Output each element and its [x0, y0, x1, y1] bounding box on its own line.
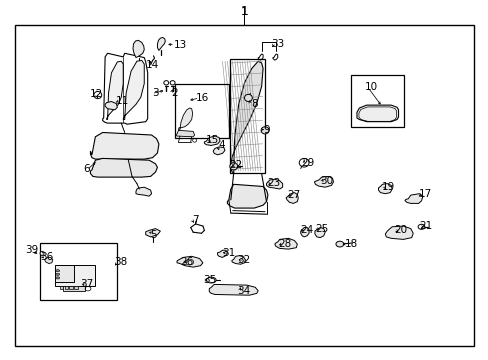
- Polygon shape: [40, 251, 44, 256]
- Polygon shape: [274, 238, 297, 249]
- Polygon shape: [231, 256, 245, 264]
- Text: 21: 21: [418, 221, 431, 231]
- Text: 7: 7: [192, 215, 199, 225]
- Ellipse shape: [56, 277, 60, 279]
- Text: 1: 1: [241, 6, 247, 17]
- Polygon shape: [45, 257, 53, 264]
- Polygon shape: [157, 37, 165, 50]
- Text: 15: 15: [205, 135, 219, 145]
- Text: 30: 30: [320, 176, 332, 186]
- Text: 29: 29: [301, 158, 314, 168]
- Polygon shape: [123, 60, 144, 120]
- Polygon shape: [385, 226, 412, 239]
- Polygon shape: [90, 158, 157, 177]
- Text: 10: 10: [365, 82, 377, 92]
- Text: 2: 2: [171, 88, 178, 98]
- Bar: [74, 286, 78, 289]
- Text: 24: 24: [300, 225, 313, 235]
- Text: 23: 23: [266, 178, 280, 188]
- Text: 14: 14: [145, 60, 159, 70]
- Text: 6: 6: [83, 164, 90, 174]
- Text: 1: 1: [240, 5, 248, 18]
- Polygon shape: [230, 61, 263, 173]
- Text: 19: 19: [381, 182, 395, 192]
- Ellipse shape: [244, 94, 252, 102]
- Text: 12: 12: [89, 89, 103, 99]
- Polygon shape: [285, 193, 298, 203]
- Bar: [40, 243, 117, 300]
- Polygon shape: [266, 179, 282, 189]
- Ellipse shape: [56, 270, 60, 272]
- Bar: [15, 25, 473, 346]
- Text: 31: 31: [222, 248, 235, 258]
- Bar: [229, 59, 264, 173]
- Text: 25: 25: [314, 224, 328, 234]
- Bar: [62, 286, 84, 291]
- Text: 27: 27: [286, 190, 300, 200]
- Text: 34: 34: [236, 286, 250, 296]
- Polygon shape: [176, 130, 194, 137]
- Polygon shape: [404, 194, 422, 203]
- Text: 9: 9: [263, 125, 269, 135]
- Bar: [55, 265, 95, 286]
- Polygon shape: [204, 136, 220, 145]
- Polygon shape: [213, 147, 224, 155]
- Polygon shape: [177, 256, 203, 267]
- Text: 17: 17: [418, 189, 431, 199]
- Text: 22: 22: [228, 160, 242, 170]
- Ellipse shape: [56, 273, 60, 275]
- Text: 4: 4: [218, 140, 224, 150]
- Polygon shape: [209, 284, 258, 295]
- Polygon shape: [314, 228, 325, 238]
- Text: 33: 33: [270, 39, 284, 49]
- Ellipse shape: [229, 163, 237, 170]
- Ellipse shape: [335, 241, 343, 247]
- Text: 38: 38: [114, 257, 128, 267]
- Text: 35: 35: [202, 275, 216, 285]
- Polygon shape: [217, 250, 227, 257]
- Polygon shape: [133, 40, 144, 58]
- Text: 5: 5: [149, 230, 156, 240]
- Polygon shape: [136, 187, 151, 196]
- Text: 3: 3: [152, 88, 159, 98]
- Bar: [64, 286, 68, 289]
- Polygon shape: [227, 184, 267, 208]
- Polygon shape: [178, 108, 192, 130]
- Text: 32: 32: [236, 255, 250, 265]
- Text: 11: 11: [115, 96, 129, 106]
- Bar: [55, 265, 74, 282]
- Polygon shape: [300, 228, 308, 237]
- Polygon shape: [105, 102, 117, 110]
- Bar: [60, 286, 63, 289]
- Polygon shape: [378, 184, 391, 194]
- Text: 36: 36: [40, 252, 53, 262]
- Polygon shape: [145, 229, 160, 237]
- Text: 28: 28: [277, 239, 291, 249]
- Text: 37: 37: [80, 279, 94, 289]
- Polygon shape: [314, 176, 333, 187]
- Text: 13: 13: [173, 40, 186, 50]
- Ellipse shape: [261, 127, 268, 134]
- Text: 20: 20: [394, 225, 407, 235]
- Polygon shape: [106, 61, 123, 120]
- Bar: [69, 286, 73, 289]
- Bar: [175, 84, 228, 138]
- Text: 39: 39: [25, 245, 39, 255]
- Text: 8: 8: [250, 99, 257, 109]
- Bar: [350, 75, 403, 127]
- Polygon shape: [356, 105, 398, 122]
- Polygon shape: [90, 132, 159, 159]
- Text: 26: 26: [180, 257, 193, 267]
- Text: 16: 16: [196, 93, 209, 103]
- Text: 18: 18: [344, 239, 357, 249]
